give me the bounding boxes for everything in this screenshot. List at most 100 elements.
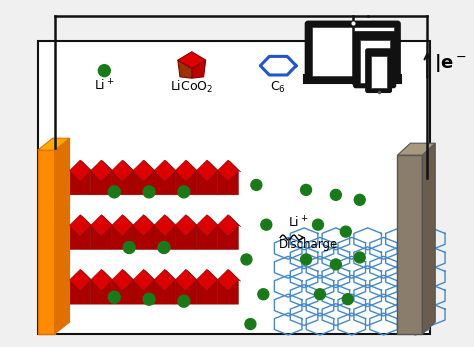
Polygon shape: [175, 280, 196, 304]
Polygon shape: [218, 160, 238, 181]
Polygon shape: [207, 215, 220, 227]
Polygon shape: [91, 225, 112, 249]
FancyBboxPatch shape: [366, 49, 391, 92]
Polygon shape: [91, 269, 112, 290]
Circle shape: [301, 254, 311, 265]
Polygon shape: [70, 215, 91, 236]
Text: C$_6$: C$_6$: [270, 79, 286, 95]
Polygon shape: [112, 160, 133, 181]
Text: LiCoO$_2$: LiCoO$_2$: [170, 78, 213, 95]
Circle shape: [178, 295, 190, 307]
Polygon shape: [186, 160, 199, 172]
Polygon shape: [196, 269, 218, 290]
Polygon shape: [55, 138, 70, 334]
Polygon shape: [175, 215, 196, 236]
Polygon shape: [228, 160, 241, 172]
Polygon shape: [175, 170, 196, 195]
Polygon shape: [80, 215, 93, 227]
Circle shape: [340, 226, 351, 237]
Polygon shape: [91, 280, 112, 304]
FancyBboxPatch shape: [371, 56, 387, 87]
Text: Li$^+$: Li$^+$: [94, 78, 115, 94]
Circle shape: [143, 293, 155, 305]
Polygon shape: [218, 280, 238, 304]
Circle shape: [251, 179, 262, 191]
Polygon shape: [133, 269, 154, 290]
Polygon shape: [112, 269, 133, 290]
Polygon shape: [133, 280, 154, 304]
Polygon shape: [228, 215, 241, 227]
Polygon shape: [91, 215, 112, 236]
Polygon shape: [70, 269, 91, 290]
Polygon shape: [144, 160, 156, 172]
Polygon shape: [207, 269, 220, 281]
Text: Li$^+$: Li$^+$: [288, 215, 309, 231]
Polygon shape: [91, 170, 112, 195]
Circle shape: [258, 289, 269, 300]
Circle shape: [354, 194, 365, 205]
Text: |e$^-$: |e$^-$: [434, 52, 467, 74]
FancyBboxPatch shape: [304, 75, 401, 83]
Circle shape: [330, 259, 341, 270]
Polygon shape: [70, 280, 91, 304]
Polygon shape: [133, 215, 154, 236]
Polygon shape: [228, 269, 241, 281]
Circle shape: [301, 185, 311, 195]
Circle shape: [109, 291, 120, 303]
Polygon shape: [154, 160, 175, 181]
Polygon shape: [175, 269, 196, 290]
Polygon shape: [178, 60, 192, 78]
Polygon shape: [112, 280, 133, 304]
Polygon shape: [38, 150, 55, 334]
FancyBboxPatch shape: [360, 40, 390, 83]
Polygon shape: [122, 269, 135, 281]
Polygon shape: [196, 225, 218, 249]
FancyBboxPatch shape: [38, 41, 430, 334]
Polygon shape: [164, 215, 178, 227]
Polygon shape: [133, 170, 154, 195]
Polygon shape: [70, 170, 91, 195]
Circle shape: [123, 242, 135, 254]
Polygon shape: [70, 225, 91, 249]
Polygon shape: [196, 170, 218, 195]
Circle shape: [109, 186, 120, 198]
Polygon shape: [101, 215, 114, 227]
Circle shape: [330, 189, 341, 200]
Polygon shape: [80, 160, 93, 172]
Polygon shape: [112, 225, 133, 249]
Polygon shape: [144, 269, 156, 281]
Polygon shape: [122, 215, 135, 227]
Polygon shape: [192, 60, 206, 78]
Circle shape: [354, 252, 365, 263]
Polygon shape: [133, 225, 154, 249]
Polygon shape: [196, 160, 218, 181]
Polygon shape: [144, 215, 156, 227]
Circle shape: [143, 186, 155, 198]
Circle shape: [315, 289, 326, 300]
Circle shape: [241, 254, 252, 265]
Circle shape: [261, 219, 272, 230]
Polygon shape: [196, 280, 218, 304]
Circle shape: [342, 294, 353, 305]
Polygon shape: [101, 160, 114, 172]
Circle shape: [178, 186, 190, 198]
Polygon shape: [91, 160, 112, 181]
Polygon shape: [218, 170, 238, 195]
Polygon shape: [70, 160, 91, 181]
Polygon shape: [186, 215, 199, 227]
Polygon shape: [80, 269, 93, 281]
Polygon shape: [175, 160, 196, 181]
Polygon shape: [112, 215, 133, 236]
FancyBboxPatch shape: [354, 32, 395, 87]
Polygon shape: [422, 143, 435, 334]
Polygon shape: [164, 269, 178, 281]
Circle shape: [245, 319, 256, 330]
Polygon shape: [133, 160, 154, 181]
Polygon shape: [164, 160, 178, 172]
Polygon shape: [207, 160, 220, 172]
Circle shape: [158, 242, 170, 254]
Polygon shape: [122, 160, 135, 172]
Polygon shape: [154, 280, 175, 304]
Polygon shape: [154, 269, 175, 290]
Polygon shape: [196, 215, 218, 236]
